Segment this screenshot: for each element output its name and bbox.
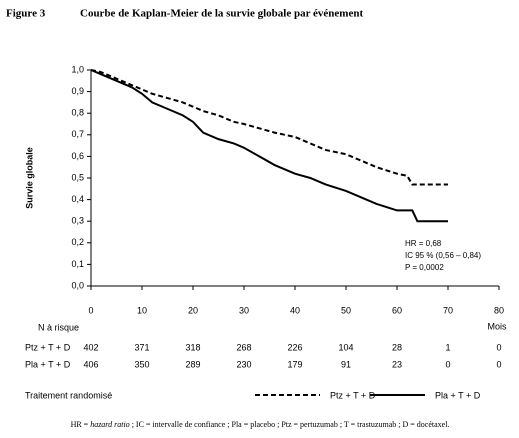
- x-tick-label: 60: [392, 305, 402, 315]
- risk-count: 1: [445, 342, 450, 352]
- y-tick-label: 0,8: [71, 108, 84, 118]
- risk-count: 0: [496, 359, 501, 369]
- survival-curve: [90, 69, 448, 223]
- chart-title: Courbe de Kaplan-Meier de la survie glob…: [80, 8, 363, 20]
- x-tick-label: 70: [443, 305, 453, 315]
- y-tick-label: 0,0: [71, 280, 84, 290]
- y-tick-label: 1,0: [71, 64, 84, 74]
- risk-count: 350: [134, 359, 149, 369]
- annotation: HR = 0,68: [405, 239, 442, 248]
- risk-count: 402: [83, 342, 98, 352]
- footnote-part: hazard ratio: [90, 420, 130, 429]
- footnote-part: HR =: [71, 420, 91, 429]
- risk-count: 289: [185, 359, 200, 369]
- y-tick-label: 0,7: [71, 129, 84, 139]
- risk-count: 268: [236, 342, 251, 352]
- risk-row-label: Ptz + T + D: [25, 342, 71, 352]
- survival-curve: [90, 69, 448, 186]
- x-tick-label: 40: [290, 305, 300, 315]
- y-tick-label: 0,5: [71, 172, 84, 182]
- risk-count: 226: [287, 342, 302, 352]
- y-tick-label: 0,6: [71, 151, 84, 161]
- x-tick-label: 10: [137, 305, 147, 315]
- risk-count: 104: [338, 342, 353, 352]
- x-tick-label: 50: [341, 305, 351, 315]
- legend-label: Ptz + T + D: [330, 390, 376, 400]
- risk-count: 371: [134, 342, 149, 352]
- x-tick-label: 30: [239, 305, 249, 315]
- risk-count: 406: [83, 359, 98, 369]
- risk-count: 23: [392, 359, 402, 369]
- risk-count: 28: [392, 342, 402, 352]
- x-axis-label: Mois: [487, 321, 507, 331]
- x-tick-label: 20: [188, 305, 198, 315]
- risk-count: 318: [185, 342, 200, 352]
- risk-row-label: Pla + T + D: [25, 359, 71, 369]
- legend-label: Pla + T + D: [435, 390, 481, 400]
- y-tick-label: 0,1: [71, 259, 84, 269]
- risk-count: 0: [445, 359, 450, 369]
- x-tick-label: 80: [494, 305, 504, 315]
- risk-table-title: N à risque: [38, 322, 79, 332]
- risk-count: 91: [341, 359, 351, 369]
- figure-label: Figure 3: [6, 8, 46, 20]
- y-tick-label: 0,4: [71, 194, 84, 204]
- risk-count: 179: [287, 359, 302, 369]
- footnote: HR = hazard ratio ; IC = intervalle de c…: [71, 420, 450, 429]
- annotation: IC 95 % (0,56 – 0,84): [405, 251, 481, 260]
- y-axis-label: Survie globale: [24, 147, 34, 209]
- annotation: P = 0,0002: [405, 263, 444, 272]
- y-tick-label: 0,2: [71, 237, 84, 247]
- y-tick-label: 0,3: [71, 216, 84, 226]
- y-tick-label: 0,9: [71, 86, 84, 96]
- risk-count: 230: [236, 359, 251, 369]
- risk-count: 0: [496, 342, 501, 352]
- x-tick-label: 0: [88, 305, 93, 315]
- legend-title: Traitement randomisé: [25, 390, 112, 400]
- footnote-part: ; IC = intervalle de confiance ; Pla = p…: [130, 420, 450, 429]
